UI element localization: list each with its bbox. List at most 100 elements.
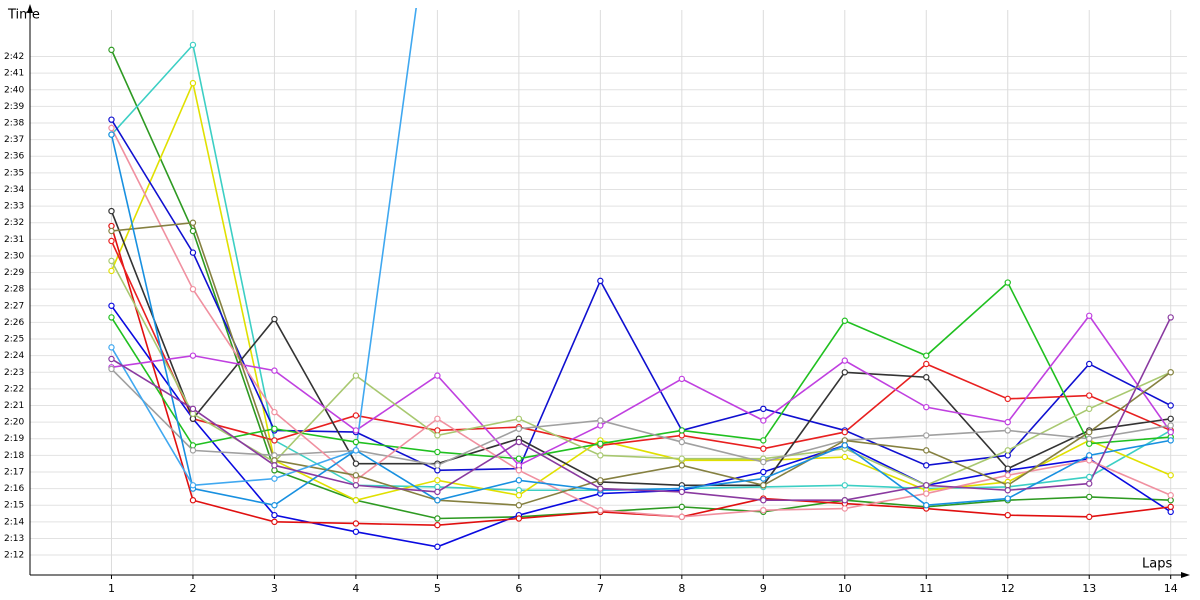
data-point — [678, 427, 686, 434]
data-point — [597, 477, 604, 484]
data-point — [515, 438, 523, 446]
data-point — [434, 448, 441, 456]
data-point — [1086, 452, 1093, 459]
y-tick-label: 2:28 — [4, 285, 24, 295]
data-point — [434, 415, 441, 422]
x-tick-label: 3 — [271, 582, 278, 595]
data-point — [434, 432, 441, 439]
data-point — [189, 79, 197, 87]
data-point — [189, 405, 197, 413]
series-line — [111, 221, 1172, 507]
data-point — [1167, 492, 1174, 499]
data-point — [1167, 415, 1174, 422]
data-point — [108, 207, 115, 215]
data-point — [108, 314, 115, 321]
data-point — [760, 405, 767, 413]
x-tick-label: 13 — [1082, 582, 1096, 595]
x-axis-label: Laps — [1142, 557, 1172, 572]
y-axis-label: Time — [7, 8, 40, 23]
data-point — [760, 437, 767, 444]
data-point — [923, 502, 930, 509]
data-point — [923, 374, 930, 381]
data-point — [352, 412, 360, 419]
data-point — [108, 257, 115, 265]
data-point — [434, 477, 441, 484]
data-point — [271, 502, 278, 509]
y-tick-label: 2:17 — [4, 467, 24, 477]
data-point — [271, 437, 278, 444]
data-point — [678, 438, 686, 446]
data-point — [515, 425, 523, 432]
data-point — [515, 415, 523, 422]
data-point — [352, 447, 360, 454]
data-point — [678, 455, 686, 462]
data-point — [1086, 513, 1093, 521]
data-point — [1004, 279, 1011, 286]
data-point — [434, 515, 441, 522]
data-point — [1004, 418, 1011, 426]
data-point — [597, 277, 604, 285]
data-point — [1086, 405, 1093, 413]
data-point — [923, 447, 930, 454]
data-point — [515, 515, 523, 522]
data-point — [352, 482, 360, 489]
data-point — [515, 502, 523, 509]
y-tick-label: 2:36 — [4, 152, 24, 162]
data-point — [352, 497, 360, 504]
y-tick-label: 2:29 — [4, 268, 24, 278]
data-point — [108, 46, 115, 54]
data-point — [760, 482, 767, 489]
data-point — [1086, 435, 1093, 442]
y-tick-label: 2:33 — [4, 202, 24, 212]
y-tick-label: 2:13 — [4, 534, 24, 544]
data-point — [597, 417, 604, 424]
data-point — [678, 513, 686, 521]
data-point — [597, 506, 604, 514]
x-tick-label: 2 — [189, 582, 196, 595]
data-point — [434, 462, 441, 469]
data-point — [760, 475, 767, 482]
data-point — [841, 428, 848, 436]
y-tick-label: 2:39 — [4, 102, 24, 112]
data-point — [760, 506, 767, 514]
x-tick-label: 14 — [1164, 582, 1178, 595]
data-point — [434, 521, 441, 529]
series-line — [110, 281, 1171, 460]
data-point — [1004, 395, 1011, 403]
data-point — [1167, 503, 1174, 511]
y-tick-label: 2:41 — [4, 69, 24, 79]
y-tick-label: 2:22 — [4, 384, 24, 394]
x-tick-label: 8 — [678, 582, 685, 595]
data-point — [271, 408, 278, 416]
data-point — [108, 237, 115, 245]
data-point — [189, 249, 197, 256]
data-point — [108, 302, 115, 309]
y-tick-label: 2:35 — [4, 168, 24, 178]
series-line — [110, 240, 1172, 450]
data-point — [841, 453, 848, 461]
y-tick-label: 2:21 — [4, 401, 24, 411]
data-point — [515, 467, 523, 474]
data-point — [271, 475, 278, 482]
y-arrow — [27, 4, 33, 13]
data-point — [923, 403, 930, 411]
data-point — [189, 482, 197, 489]
data-point — [108, 227, 115, 235]
data-point — [515, 455, 523, 462]
data-point — [434, 488, 441, 496]
data-point — [189, 447, 197, 454]
data-point — [841, 497, 848, 504]
data-point — [923, 360, 930, 368]
x-tick-label: 1 — [108, 582, 115, 595]
data-point — [108, 365, 115, 373]
y-tick-label: 2:27 — [4, 301, 24, 311]
data-point — [760, 417, 767, 424]
data-point — [1004, 495, 1011, 502]
data-point — [1167, 437, 1174, 444]
data-point — [271, 518, 278, 526]
series-line — [110, 49, 1171, 520]
y-tick-label: 2:26 — [4, 318, 24, 328]
series-line — [110, 127, 1172, 518]
data-point — [1086, 360, 1093, 368]
x-tick-label: 9 — [760, 582, 767, 595]
